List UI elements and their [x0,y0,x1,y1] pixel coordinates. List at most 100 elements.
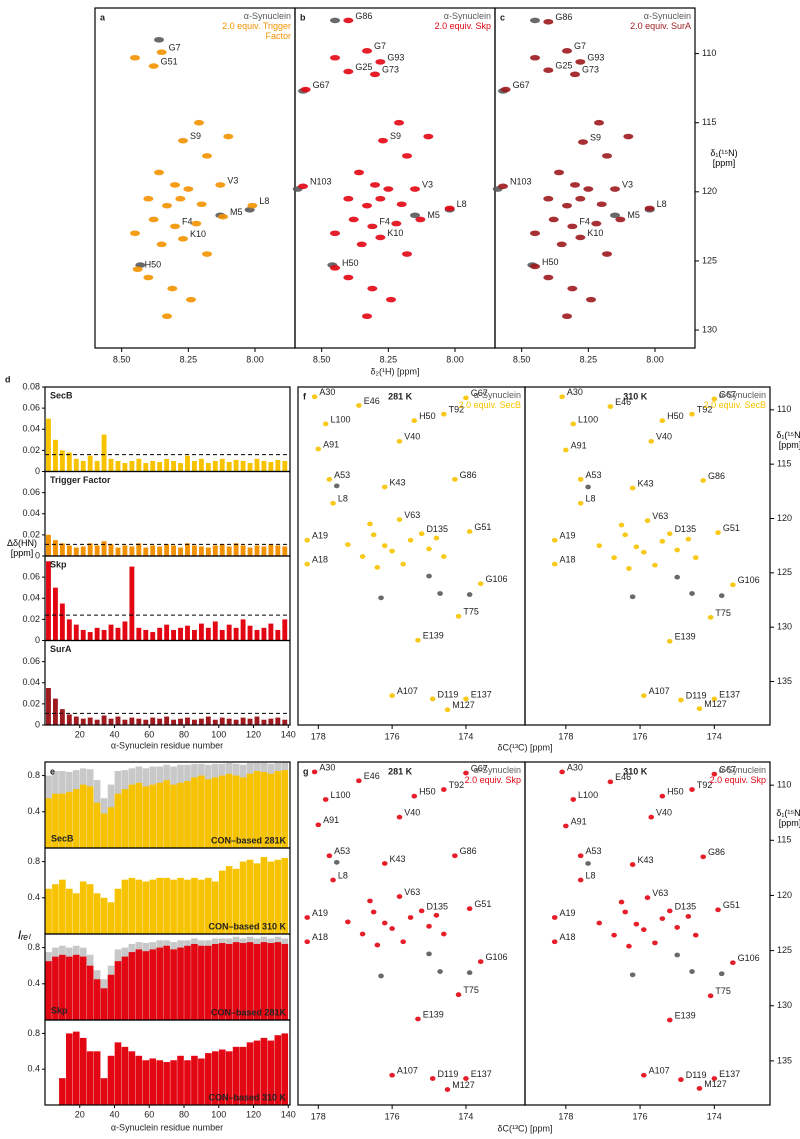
bar [93,802,101,848]
peak [311,394,318,400]
peak [730,960,736,966]
peak [411,418,418,424]
bar [205,779,212,848]
bar [121,956,129,1020]
bar [142,951,150,1020]
peak [644,895,651,901]
y-tick-label: 0.06 [22,572,40,582]
peak [575,59,586,65]
peak-label: K43 [637,855,653,865]
x-tick-label: 176 [385,731,400,741]
peak-label: G25 [555,61,572,71]
peak [167,285,178,292]
bar [107,902,115,934]
peak [674,952,680,958]
panel-title: Trigger Factor [50,475,111,485]
bar [261,546,267,556]
peak [577,476,584,482]
y-axis-label: δ₁(¹⁵N) [ppm] [776,430,800,450]
peak-label: L8 [585,494,595,504]
peak [215,182,226,188]
peak-label: G51 [723,523,740,533]
panel-letter: g [303,766,309,776]
peak-label: A30 [319,762,335,772]
peak [437,591,443,596]
bar [178,627,183,641]
bar [178,718,183,725]
peak [194,119,204,126]
peak [444,205,455,212]
bar [101,629,107,641]
panel-letter: c [500,12,505,22]
panel-letter: d [5,374,11,384]
peak-label: G86 [555,12,572,22]
bar [129,717,135,725]
peak [154,36,164,43]
peak [175,195,186,202]
peak [602,251,612,257]
peak [652,562,658,568]
peak-label: V63 [404,887,420,897]
bar [281,1033,289,1105]
bar [121,789,129,848]
peak [423,133,434,140]
peak [370,532,377,538]
bar [233,459,239,472]
bar [163,945,170,1020]
peak-label: S9 [390,131,401,141]
peak [426,951,432,957]
peak [415,637,421,643]
peak [711,396,718,402]
peak [530,230,540,237]
y-tick-label: 0 [35,466,40,476]
peak-label: G86 [355,11,372,21]
bar [80,629,86,641]
y-tick-label: 0.06 [22,487,40,497]
y-tick-label: 135 [777,1055,792,1065]
bar [171,545,177,556]
peak-label: N103 [510,177,532,187]
bar [108,624,114,641]
bar [100,1078,108,1105]
peak [196,201,207,208]
peak [367,521,373,527]
peak [567,223,578,230]
peak [559,394,565,400]
peak [410,212,420,219]
bar [73,458,79,472]
bar [239,777,247,848]
bar [115,547,121,556]
bar [121,1046,129,1105]
peak [554,169,564,176]
peak-label: S9 [590,132,601,142]
bar [211,881,219,934]
bar [192,460,197,472]
peak [659,418,666,424]
peak [437,969,443,974]
bar [87,717,93,725]
peak [218,213,228,220]
bar [129,546,135,556]
peak [678,1077,684,1083]
peak-label: M5 [627,210,640,220]
peak-label: H50 [667,787,684,797]
peak [585,484,591,490]
peak [333,483,340,489]
peak [711,771,718,777]
bar [232,1046,240,1105]
bar [108,544,114,556]
peak-label: G7 [574,41,586,51]
x-tick-label: 178 [311,1111,326,1121]
peak [707,615,714,620]
bar [254,545,260,556]
peak [362,202,372,209]
bar [218,1049,226,1105]
peak [711,696,718,702]
bar [135,949,143,1020]
peak [394,119,404,126]
x-tick-label: 60 [144,1109,154,1119]
peak-label: A91 [323,439,339,449]
